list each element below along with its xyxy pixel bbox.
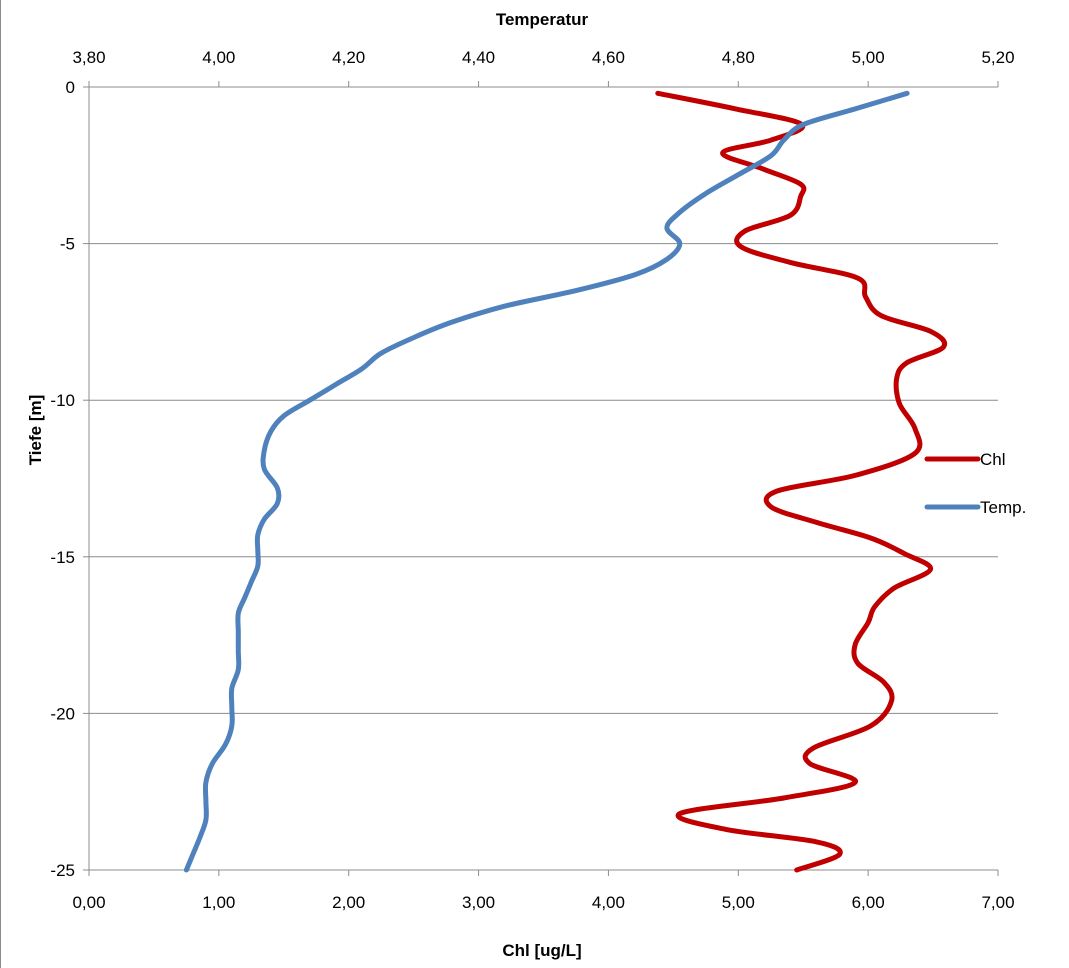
bottom-tick-label: 0,00 [72,893,105,912]
top-tick-label: 4,60 [592,48,625,67]
legend-label-chl: Chl [980,450,1006,469]
axes: 0 -5 -10 -15 -20 -25 3,80 4,00 4,20 4,40 4,60 4,80 5… [50,48,1014,912]
top-axis-title: Temperatur [496,10,589,29]
y-tick-label: -25 [50,861,75,880]
y-tick-label: -5 [60,235,75,254]
legend: Chl Temp. [924,450,1026,517]
series-line-chl [655,90,948,873]
top-tick-label: 3,80 [72,48,105,67]
gridlines [89,243,998,714]
y-tick-label: 0 [66,78,75,97]
top-tick-label: 4,00 [202,48,235,67]
bottom-tick-label: 6,00 [852,893,885,912]
legend-label-temp: Temp. [980,498,1026,517]
top-tick-label: 4,40 [462,48,495,67]
bottom-tick-label: 1,00 [202,893,235,912]
top-tick-label: 4,80 [722,48,755,67]
top-tick-label: 5,20 [981,48,1014,67]
y-axis-title: Tiefe [m] [26,395,45,466]
y-tick-label: -20 [50,704,75,723]
y-tick-label: -15 [50,548,75,567]
y-tick-label: -10 [50,391,75,410]
bottom-tick-label: 3,00 [462,893,495,912]
bottom-tick-label: 7,00 [981,893,1014,912]
bottom-axis-title: Chl [ug/L] [502,941,581,960]
top-tick-label: 4,20 [332,48,365,67]
series-group [183,90,948,873]
bottom-tick-label: 4,00 [592,893,625,912]
bottom-tick-label: 2,00 [332,893,365,912]
series-line-temp [183,90,910,873]
bottom-tick-label: 5,00 [722,893,755,912]
top-tick-label: 5,00 [852,48,885,67]
